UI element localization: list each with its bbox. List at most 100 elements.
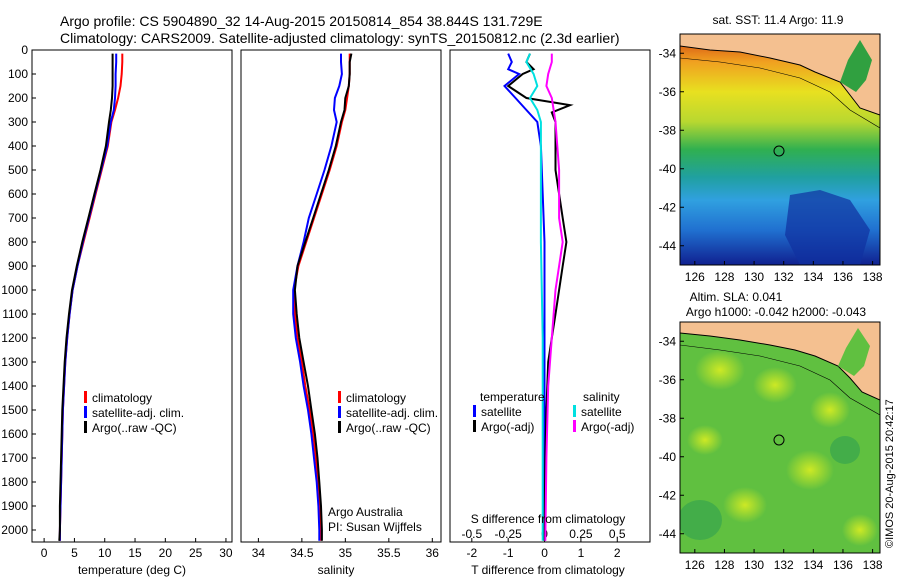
depth-tick-label: 300 [8, 115, 28, 129]
depth-tick-label: 200 [8, 91, 28, 105]
lat-tick-label: -44 [659, 239, 677, 253]
x-tick-label: 20 [159, 546, 173, 560]
depth-tick-label: 1800 [1, 475, 28, 489]
series-line-argo-adj- [506, 53, 574, 541]
header-line1: Argo profile: CS 5904890_32 14-Aug-2015 … [60, 13, 543, 29]
legend-label-t-satellite: satellite [481, 405, 522, 419]
legend-label-climatology: climatology [346, 391, 406, 405]
salinity-legend: climatology satellite-adj. clim. Argo(..… [338, 391, 438, 435]
sst-map-features [680, 34, 880, 265]
sst-coastline [680, 45, 880, 116]
copyright-side-label: ©IMOS 20-Aug-2015 20:42:17 [884, 399, 896, 548]
legend-label-satellite: satellite-adj. clim. [346, 406, 438, 420]
x-tick-label: 35.5 [377, 546, 401, 560]
x-tick-label: 34.5 [290, 546, 314, 560]
lon-tick-label: 130 [744, 558, 764, 572]
depth-tick-label: 900 [8, 259, 28, 273]
temperature-series [58, 53, 124, 541]
x-tick-label: 10 [98, 546, 112, 560]
x-tick-label: 0.25 [569, 527, 593, 541]
sla-shelf-contour [680, 344, 880, 416]
legend-label-satellite: satellite-adj. clim. [92, 406, 184, 420]
legend-swatch-argo [84, 421, 87, 433]
series-line-satellite [503, 53, 546, 541]
sla-anomaly-blob [695, 350, 745, 390]
x-tick-label: 36 [426, 546, 440, 560]
legend-swatch-s-satellite [573, 405, 576, 417]
sla-map-axes: -34 -36 -38 -40 -42 -44 126 128 130 132 134 136 138 [659, 334, 883, 572]
sla-map-title-line1: Altim. SLA: 0.041 [690, 290, 783, 304]
legend-swatch-s-argo [573, 420, 576, 432]
depth-tick-label: 500 [8, 163, 28, 177]
sla-map-frame [679, 321, 881, 554]
depth-tick-label: 1100 [2, 307, 28, 321]
lon-tick-label: 134 [803, 270, 823, 284]
series-line-climatology [58, 53, 124, 541]
lat-tick-label: -34 [659, 334, 677, 348]
legend-swatch-satellite [84, 406, 87, 418]
lat-tick-label: -40 [659, 450, 677, 464]
lon-tick-label: 138 [863, 558, 883, 572]
series-line-climatology [292, 53, 351, 541]
sla-low-patch [830, 436, 860, 464]
sst-coastal-land [680, 34, 880, 115]
x-tick-label: 30 [219, 546, 233, 560]
sla-anomaly-blob [723, 487, 767, 523]
depth-tick-label: 100 [8, 67, 28, 81]
x-tick-label: 34 [252, 546, 266, 560]
lon-tick-label: 128 [714, 558, 734, 572]
lat-tick-label: -36 [659, 373, 677, 387]
sla-coastal-land [680, 322, 880, 400]
argo-location-marker [773, 145, 785, 157]
lat-tick-label: -38 [659, 123, 677, 137]
series-line-argo-adj- [544, 53, 564, 541]
legend-label-s-argo: Argo(-adj) [581, 420, 634, 434]
depth-axis: 0 100 200 300 400 500 600 700 800 900 1000 1100 1200… [1, 43, 36, 537]
lon-tick-label: 132 [774, 270, 794, 284]
argo-location-marker [773, 434, 785, 446]
sst-cold-patch [785, 190, 870, 265]
lat-tick-label: -44 [659, 527, 677, 541]
series-line-argo-raw-qc- [293, 53, 353, 541]
sla-gulf-water [838, 328, 870, 376]
info-text-line2: PI: Susan Wijffels [328, 520, 422, 534]
sst-shelf-contour [680, 57, 880, 129]
salinity-plot-frame [240, 49, 442, 543]
sla-anomaly-blob [810, 392, 850, 428]
lon-tick-label: 138 [863, 270, 883, 284]
legend-label-climatology: climatology [92, 391, 152, 405]
sla-low-patch [680, 500, 722, 540]
depth-tick-label: 1300 [1, 355, 28, 369]
legend-label-s-satellite: satellite [581, 405, 622, 419]
lon-tick-label: 136 [833, 558, 853, 572]
sla-coastline [680, 332, 880, 401]
depth-tick-label: 1200 [1, 331, 28, 345]
lon-tick-label: 130 [744, 270, 764, 284]
legend-label-argo: Argo(..raw -QC) [346, 421, 431, 435]
x-tick-label: 35 [339, 546, 353, 560]
x-tick-label: 0 [541, 546, 548, 560]
header-line2: Climatology: CARS2009. Satellite-adjuste… [60, 30, 620, 46]
s-difference-label: S difference from climatology [471, 512, 626, 526]
difference-plot-frame [449, 49, 651, 543]
legend-header-temperature: temperature [480, 390, 545, 404]
salinity-x-axis: 34 34.5 35 35.5 36 [252, 538, 440, 560]
legend-swatch-satellite [338, 406, 341, 418]
info-text-line1: Argo Australia [328, 505, 403, 519]
sst-map-axes: -34 -36 -38 -40 -42 -44 126 128 130 132 134 136 138 [659, 46, 883, 284]
legend-swatch-t-satellite [473, 405, 476, 417]
depth-tick-label: 2000 [1, 523, 28, 537]
x-tick-label: -2 [466, 546, 477, 560]
lon-tick-label: 126 [685, 558, 705, 572]
depth-tick-label: 1600 [1, 427, 28, 441]
legend-label-t-argo: Argo(-adj) [481, 420, 534, 434]
legend-swatch-climatology [338, 391, 341, 403]
x-tick-label: 0 [41, 546, 48, 560]
lon-tick-label: 126 [685, 270, 705, 284]
depth-tick-label: 1900 [1, 499, 28, 513]
legend-swatch-argo [338, 421, 341, 433]
temperature-xlabel: temperature (deg C) [78, 563, 186, 577]
lon-tick-label: 134 [803, 558, 823, 572]
temperature-panel: 0100200300400500600700800900100011001200… [1, 43, 233, 577]
temperature-x-axis: 0 5 10 15 20 25 30 [41, 538, 233, 560]
